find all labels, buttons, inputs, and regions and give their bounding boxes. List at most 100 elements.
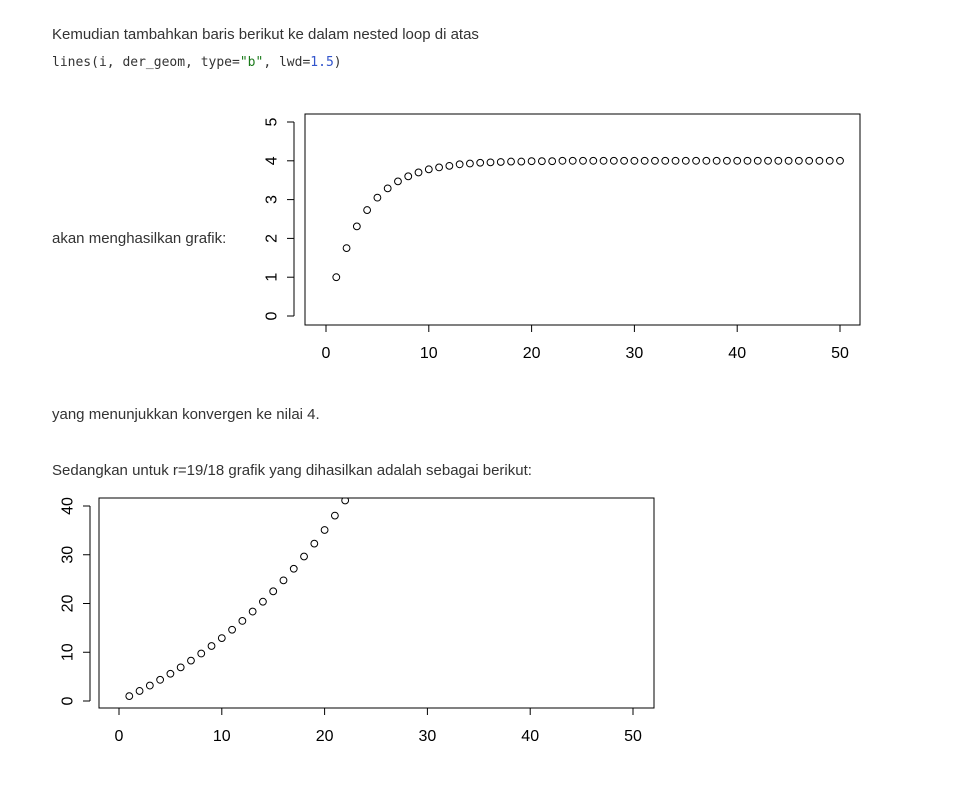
data-point (681, 156, 690, 165)
y-tick-label: 4 (264, 156, 281, 165)
y-tick-label: 2 (264, 234, 281, 243)
data-point (671, 156, 680, 165)
data-point (342, 244, 351, 253)
data-point (341, 498, 350, 505)
data-point (145, 681, 154, 690)
data-point (320, 526, 329, 534)
x-tick-label: 40 (728, 345, 746, 362)
data-point (836, 156, 844, 165)
data-point (692, 156, 700, 165)
code-call: lines(i, der_geom, type= (52, 55, 240, 70)
data-point (289, 564, 298, 573)
data-point (330, 511, 339, 520)
x-tick-label: 50 (831, 345, 849, 362)
data-point (279, 576, 288, 585)
data-point (825, 156, 834, 165)
data-point (743, 156, 752, 165)
data-point (568, 156, 577, 165)
data-point (548, 157, 557, 166)
data-point (259, 597, 267, 606)
data-point (435, 163, 443, 172)
second-intro-text: Sedangkan untuk r=19/18 grafik yang diha… (52, 462, 532, 479)
data-point (609, 156, 618, 165)
y-tick-label: 0 (60, 696, 77, 705)
plot-frame (98, 497, 655, 709)
data-point (764, 156, 772, 165)
data-point (712, 156, 721, 165)
data-point (527, 157, 536, 166)
data-point (176, 663, 185, 672)
data-point (753, 156, 762, 165)
data-point (414, 168, 423, 177)
data-point (661, 156, 670, 165)
data-point (445, 161, 454, 170)
data-point (269, 587, 278, 596)
data-point (496, 158, 505, 166)
data-point (207, 642, 216, 650)
data-point (537, 157, 546, 166)
data-point (300, 552, 308, 561)
data-point (599, 156, 608, 165)
data-point (517, 157, 526, 166)
data-point (156, 675, 165, 684)
data-point (228, 625, 236, 634)
data-point (166, 669, 175, 678)
data-point (794, 156, 803, 165)
data-point (332, 273, 341, 282)
result-label: akan menghasilkan grafik: (52, 230, 227, 247)
y-tick-label: 10 (60, 643, 77, 661)
data-point (630, 156, 639, 165)
data-point (217, 634, 226, 643)
data-point (383, 184, 392, 193)
data-point (466, 159, 474, 168)
y-tick-label: 0 (264, 311, 281, 320)
data-point (310, 539, 319, 548)
y-tick-label: 40 (60, 497, 77, 515)
x-tick-label: 20 (316, 728, 334, 745)
code-arg: , lwd= (263, 55, 311, 70)
data-point (651, 156, 659, 165)
code-snippet: lines(i, der_geom, type="b", lwd=1.5) (52, 55, 342, 70)
data-point (197, 649, 206, 658)
convergence-chart: 0 10 20 30 40 50 0 1 2 3 4 5 (264, 113, 861, 362)
x-tick-label: 0 (115, 728, 124, 745)
data-point (589, 156, 598, 165)
y-tick-label: 5 (264, 117, 281, 126)
data-point (723, 156, 731, 165)
code-close: ) (333, 55, 342, 70)
data-point (352, 222, 361, 231)
code-number: 1.5 (310, 55, 334, 70)
data-point (424, 165, 433, 174)
y-tick-label: 3 (264, 195, 281, 204)
data-point (805, 156, 814, 165)
data-point (135, 687, 144, 695)
data-point (579, 156, 587, 165)
data-point (404, 172, 413, 181)
data-point (248, 607, 257, 616)
data-point (702, 156, 711, 165)
y-tick-label: 1 (264, 273, 281, 282)
data-points (332, 156, 844, 282)
data-point (620, 156, 629, 165)
data-point (558, 156, 567, 165)
x-tick-label: 10 (213, 728, 231, 745)
data-point (238, 617, 247, 625)
y-tick-label: 20 (60, 595, 77, 613)
x-tick-label: 40 (521, 728, 539, 745)
data-point (455, 160, 464, 169)
convergence-note: yang menunjukkan konvergen ke nilai 4. (52, 406, 320, 423)
data-point (774, 156, 783, 165)
x-tick-label: 30 (419, 728, 437, 745)
x-tick-label: 30 (626, 345, 644, 362)
code-string: "b" (239, 55, 264, 70)
x-tick-label: 10 (420, 345, 438, 362)
x-tick-label: 0 (322, 345, 331, 362)
data-point (640, 156, 649, 165)
data-point (815, 156, 824, 165)
y-tick-label: 30 (60, 546, 77, 564)
data-point (363, 206, 372, 214)
data-points (125, 498, 350, 701)
data-point (784, 156, 793, 165)
data-point (476, 158, 485, 167)
